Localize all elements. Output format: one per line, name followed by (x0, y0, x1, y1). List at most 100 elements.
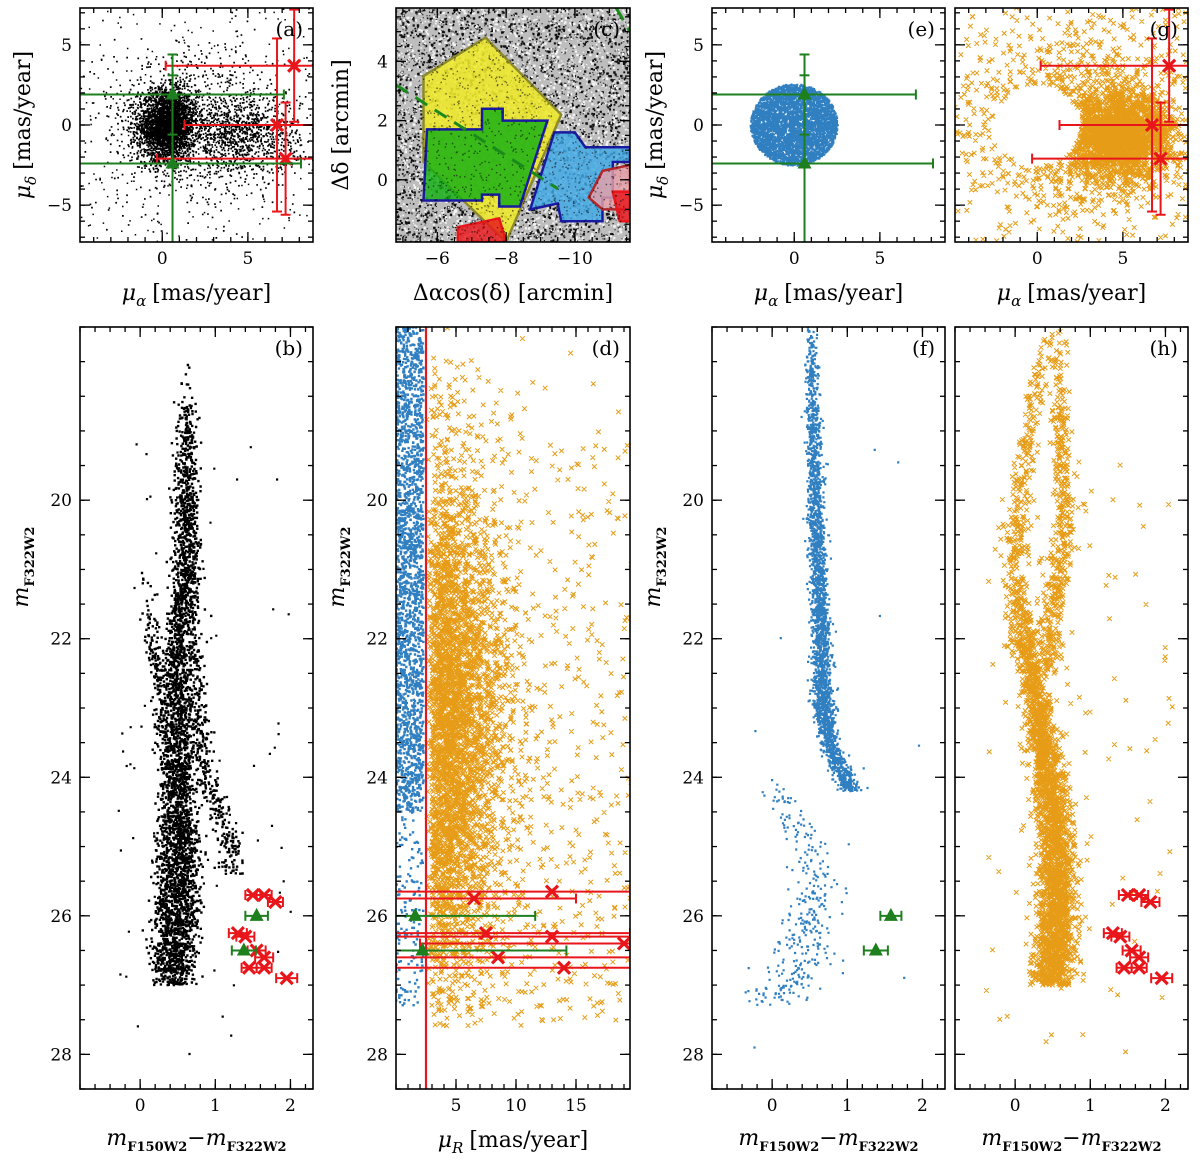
x-tick-label: 5 (242, 249, 253, 269)
x-axis-label: Δαcos(δ) [arcmin] (413, 281, 613, 306)
region-green (422, 107, 550, 208)
sky-map (396, 8, 630, 242)
axes-a: 0 5 −5 0 5 (a) μα [mas/year] μδ[mas/year] (11, 7, 314, 310)
marker-cross (1153, 151, 1168, 166)
marker-cross (1132, 887, 1147, 903)
x-tick-label: 0 (157, 249, 168, 269)
axes-b: 0 1 2 20 22 24 26 28 (b) mF150W2−mF322W2 mF322W2 (9, 326, 314, 1155)
axis-label: μδ[mas/year] (11, 51, 40, 199)
marker-cross (616, 936, 630, 951)
region-red-edge (611, 190, 630, 223)
plot-frame (79, 326, 314, 1090)
marker-cross (490, 950, 506, 965)
y-tick-label: −5 (47, 196, 72, 216)
y-tick-label: 0 (377, 171, 388, 191)
x-tick-label: 5 (1117, 249, 1128, 269)
marker-triangle (797, 155, 812, 169)
axis-label: μα [mas/year] (122, 281, 271, 310)
axis-label: mF322W2 (641, 527, 670, 608)
point-cloud-b (117, 363, 292, 1056)
x-tick-label: −6 (425, 249, 450, 269)
point-cloud (800, 327, 869, 793)
y-tick-label: 28 (50, 1045, 72, 1065)
point-cloud (141, 396, 208, 987)
marker-triangle (236, 942, 251, 956)
x-axis-label: mF150W2−mF322W2 (106, 1126, 286, 1155)
red-markers (156, 8, 313, 216)
x-axis-label: mF150W2−mF322W2 (738, 1126, 918, 1155)
dashed-boundary (396, 83, 559, 190)
marker-cross (466, 891, 482, 906)
marker-cross (257, 960, 272, 975)
y-tick-label: 20 (50, 491, 72, 511)
dashed-boundary (614, 8, 630, 33)
panel-label: (d) (592, 336, 620, 360)
x-tick-label: 1 (842, 1096, 853, 1116)
marker-triangle (415, 942, 430, 956)
axis-label: mF322W2 (325, 527, 354, 608)
y-tick-label: 4 (377, 52, 388, 72)
point-cloud-h (983, 328, 1175, 1055)
marker-cross (257, 950, 272, 965)
marker-triangle (249, 907, 264, 921)
x-tick-label: 2 (1160, 1096, 1171, 1116)
axes-f: 0 1 2 20 22 24 26 28 (f) mF150W2−mF322W2 mF322W2 (641, 326, 946, 1155)
marker-cross (1143, 894, 1158, 910)
x-tick-label: 0 (767, 1096, 778, 1116)
point-cloud-a (80, 8, 313, 242)
y-tick-label: 26 (682, 907, 704, 927)
green-markers (396, 907, 568, 956)
x-axis-label: mF150W2−mF322W2 (981, 1126, 1161, 1155)
y-tick-label: 26 (366, 907, 388, 927)
axis-label: μR [mas/year] (438, 1128, 589, 1157)
green-markers (862, 907, 903, 956)
point-cloud (117, 443, 292, 1056)
y-tick-label: 5 (693, 36, 704, 56)
y-tick-label: 0 (693, 116, 704, 136)
marker-triangle (883, 907, 898, 921)
y-tick-label: 0 (61, 116, 72, 136)
marker-cross (241, 960, 257, 975)
y-tick-label: 20 (682, 491, 704, 511)
red-markers (396, 884, 630, 975)
marker-cross (279, 971, 294, 986)
y-tick-label: 24 (366, 768, 388, 788)
y-tick-label: 26 (50, 907, 72, 927)
point-cloud-g (955, 8, 1188, 242)
x-tick-label: 0 (1032, 249, 1043, 269)
marker-cross (1120, 887, 1136, 903)
point-cloud-f (744, 327, 921, 1049)
red-markers (1031, 8, 1188, 216)
point-cloud (396, 327, 425, 1007)
x-tick-label: 1 (1085, 1096, 1096, 1116)
y-tick-label: 28 (366, 1045, 388, 1065)
panel-label: (c) (593, 17, 620, 41)
x-tick-label: 0 (1010, 1096, 1021, 1116)
marker-cross (544, 929, 560, 944)
axes-g: 0 5 (g) μα [mas/year] (954, 7, 1189, 310)
point-cloud-e (749, 83, 839, 167)
green-markers (230, 907, 269, 956)
x-tick-label: 1 (210, 1096, 221, 1116)
red-markers (1102, 887, 1174, 986)
marker-cross (238, 929, 253, 944)
green-markers (712, 53, 935, 242)
x-tick-label: 15 (565, 1096, 587, 1116)
point-cloud (749, 83, 839, 167)
region-red-bottom (456, 216, 508, 242)
y-tick-label: 22 (50, 630, 72, 650)
marker-cross (287, 58, 302, 73)
axes-e: 0 5 −5 0 5 (e) μα [mas/year] μδ[mas/year] (643, 7, 946, 310)
point-cloud (1026, 328, 1081, 676)
marker-cross (1162, 58, 1177, 73)
panel-label: (b) (275, 336, 303, 360)
axis-label: μα [mas/year] (997, 281, 1146, 310)
y-tick-label: 24 (50, 768, 72, 788)
x-tick-label: 0 (789, 249, 800, 269)
marker-cross (1116, 960, 1132, 975)
x-tick-label: −10 (557, 249, 593, 269)
marker-cross (269, 117, 285, 133)
point-cloud (983, 440, 1175, 1055)
y-tick-label: 5 (61, 36, 72, 56)
